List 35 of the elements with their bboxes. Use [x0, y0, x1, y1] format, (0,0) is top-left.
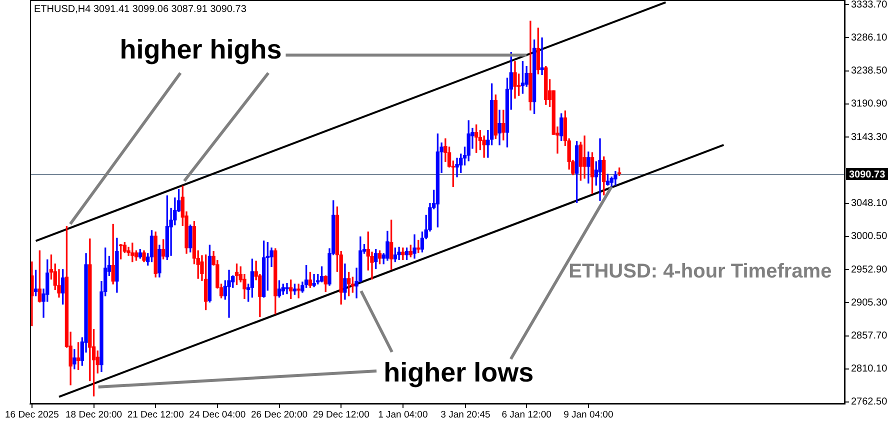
candlestick — [598, 138, 602, 201]
annotation: ETHUSD: 4-hour Timeframe — [568, 260, 832, 283]
x-tick-label: 29 Dec 12:00 — [312, 409, 370, 420]
chart-title: ETHUSD,H4 3091.41 3099.06 3087.91 3090.73 — [34, 4, 247, 15]
y-tick-label: 2857.70 — [851, 330, 888, 342]
x-tick-label: 24 Dec 04:00 — [189, 409, 246, 420]
y-tick-label: 2810.10 — [851, 364, 888, 375]
y-tick-label: 2762.50 — [851, 396, 888, 408]
annotation: higher highs — [120, 34, 282, 64]
ref-line-label: 3090.73 — [849, 169, 886, 180]
x-tick-label: 26 Dec 20:00 — [250, 409, 308, 420]
y-tick-label: 2952.90 — [851, 264, 888, 276]
candlestick — [285, 283, 289, 294]
y-tick-label: 2905.30 — [851, 297, 888, 308]
y-tick-label: 3143.30 — [851, 132, 888, 143]
x-tick-label: 9 Jan 04:00 — [564, 409, 614, 420]
annotation: higher lows — [384, 357, 534, 388]
y-tick-label: 3190.90 — [851, 98, 888, 110]
y-tick-label: 3000.50 — [851, 231, 888, 242]
y-tick-label: 3238.50 — [851, 66, 888, 77]
y-tick-label: 3286.10 — [851, 32, 888, 44]
x-tick-label: 3 Jan 20:45 — [440, 409, 490, 420]
y-tick-label: 3048.10 — [851, 198, 888, 210]
x-tick-label: 6 Jan 12:00 — [502, 409, 552, 420]
candlestick — [455, 158, 459, 178]
x-tick-label: 21 Dec 12:00 — [127, 409, 184, 420]
y-tick-label: 3333.70 — [851, 0, 888, 10]
candlestick — [540, 37, 544, 75]
x-tick-label: 1 Jan 04:00 — [378, 409, 428, 420]
candlestick — [582, 136, 586, 179]
candlestick — [227, 270, 231, 318]
candlestick — [296, 284, 300, 298]
x-tick-label: 18 Dec 20:00 — [66, 409, 122, 420]
x-tick-label: 16 Dec 2025 — [4, 409, 59, 420]
candlestick — [312, 274, 316, 288]
